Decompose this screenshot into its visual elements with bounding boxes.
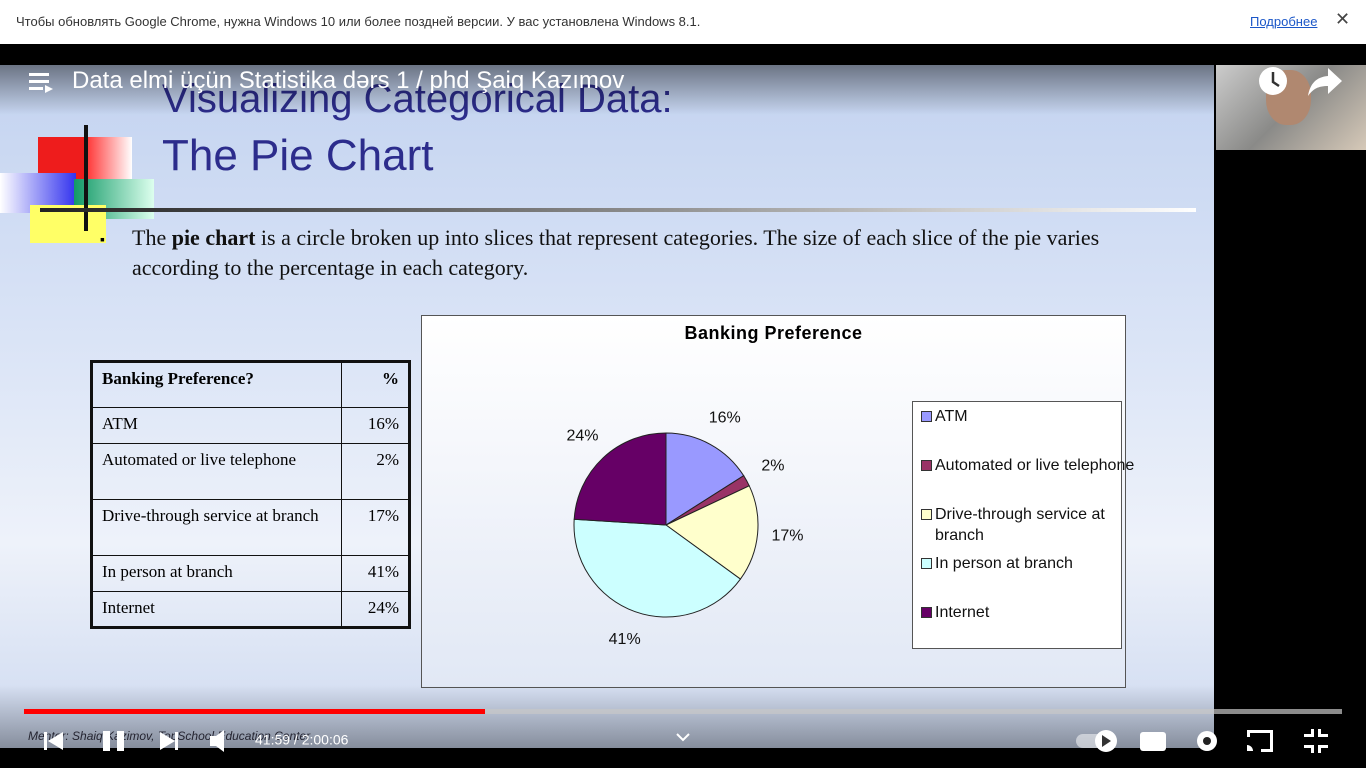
legend-swatch: [921, 558, 932, 569]
table-cell: In person at branch: [91, 555, 342, 592]
overlay: [0, 65, 1214, 115]
close-icon[interactable]: ✕: [1335, 9, 1351, 29]
decor: [86, 137, 132, 183]
slide-title: Visualizing Categorical Data:: [162, 77, 673, 122]
divider: [40, 208, 1196, 212]
slide-footer: Mentor: Shaiq Kazimov, TopSchool Educati…: [28, 729, 310, 743]
table-row: Drive-through service at branch 17%: [91, 499, 410, 556]
icon: [1102, 735, 1111, 747]
data-label: 24%: [566, 427, 598, 444]
player-controls: 41:59 / 2:00:06: [24, 67, 1342, 753]
legend-entry: ATM: [921, 406, 1135, 427]
legend: ATM Automated or live telephone Drive-thro…: [912, 401, 1134, 649]
chart: Banking Preference 16% 2% 17% 41% 24% ATM Aut…: [421, 315, 1134, 688]
chapter-chevron[interactable]: [676, 733, 690, 742]
pie-slice: [573, 518, 742, 618]
subtitles-button[interactable]: [1140, 732, 1166, 751]
chart-title: Banking Preference: [684, 323, 863, 343]
overlay: [0, 685, 1214, 748]
table-row: ATM 16%: [91, 407, 410, 444]
menu-icon[interactable]: [29, 73, 53, 93]
legend-swatch: [921, 607, 932, 618]
header-cell: %: [341, 361, 410, 408]
volume-button[interactable]: [210, 730, 224, 752]
bullet-text: The pie chart is a circle broken up into…: [132, 223, 1117, 283]
legend-swatch: [921, 460, 932, 471]
table-row: Internet 24%: [91, 591, 410, 628]
text: is a circle broken up into slices that r…: [132, 225, 1100, 280]
pie-slice: [573, 432, 667, 526]
data-label: 2%: [761, 457, 784, 474]
icon: [1271, 72, 1280, 88]
progress-remaining[interactable]: [485, 709, 1342, 714]
icon: [1203, 737, 1211, 745]
table-cell: Automated or live telephone: [91, 443, 342, 500]
table-cell: Internet: [91, 591, 342, 628]
table-cell: 16%: [341, 407, 410, 444]
legend-swatch: [921, 411, 932, 422]
decor: [84, 125, 88, 231]
legend-entry: In person at branch: [921, 553, 1135, 574]
exit-fullscreen[interactable]: [1304, 729, 1328, 753]
legend-label: ATM: [935, 408, 968, 425]
table-cell: 17%: [341, 499, 410, 556]
table-cell: 2%: [341, 443, 410, 500]
table-cell: ATM: [91, 407, 342, 444]
legend-label: Drive-through service at branch: [935, 506, 1105, 544]
legend-entry: Automated or live telephone: [921, 455, 1135, 476]
legend-entry: Internet: [921, 602, 1135, 623]
video-title: Data elmi üçün Statistika dərs 1 / phd Ş…: [72, 67, 625, 94]
table-cell: 24%: [341, 591, 410, 628]
legend-swatch: [921, 509, 932, 520]
bullet-icon: ▪: [100, 231, 105, 247]
data-label: 17%: [771, 528, 803, 545]
text: The: [132, 225, 172, 250]
slide-title: The Pie Chart: [162, 131, 434, 180]
data-label: 16%: [709, 409, 741, 426]
infobar-link[interactable]: Подробнее: [1250, 14, 1318, 29]
next-button[interactable]: [160, 732, 178, 750]
pie: 16% 2% 17% 41% 24%: [566, 409, 803, 648]
previous-button[interactable]: [44, 732, 63, 750]
legend-entry: Drive-through service at branch: [921, 504, 1135, 546]
legend-label: In person at branch: [935, 555, 1073, 572]
slide: Visualizing Categorical Data: The Pie Ch…: [0, 65, 1214, 748]
table-cell: Drive-through service at branch: [91, 499, 342, 556]
time-display: 41:59 / 2:00:06: [255, 732, 349, 748]
table: Banking Preference?% ATM 16% Automated or …: [90, 360, 411, 629]
pie-slice: [665, 432, 745, 526]
legend-label: Automated or live telephone: [935, 457, 1135, 474]
pie-slice: [665, 485, 759, 580]
data-label: 41%: [609, 631, 641, 648]
table-row: Automated or live telephone 2%: [91, 443, 410, 500]
table-row: In person at branch 41%: [91, 555, 410, 592]
infobar-message: Чтобы обновлять Google Chrome, нужна Win…: [16, 14, 701, 29]
progress-played: [24, 709, 485, 714]
infobar: Чтобы обновлять Google Chrome, нужна Win…: [0, 0, 1366, 44]
table-cell: 41%: [341, 555, 410, 592]
text: pie chart: [171, 225, 256, 250]
share-icon[interactable]: [1308, 68, 1342, 96]
pause-button[interactable]: [103, 731, 124, 751]
cast-button[interactable]: [1247, 730, 1273, 752]
legend-label: Internet: [935, 604, 990, 621]
